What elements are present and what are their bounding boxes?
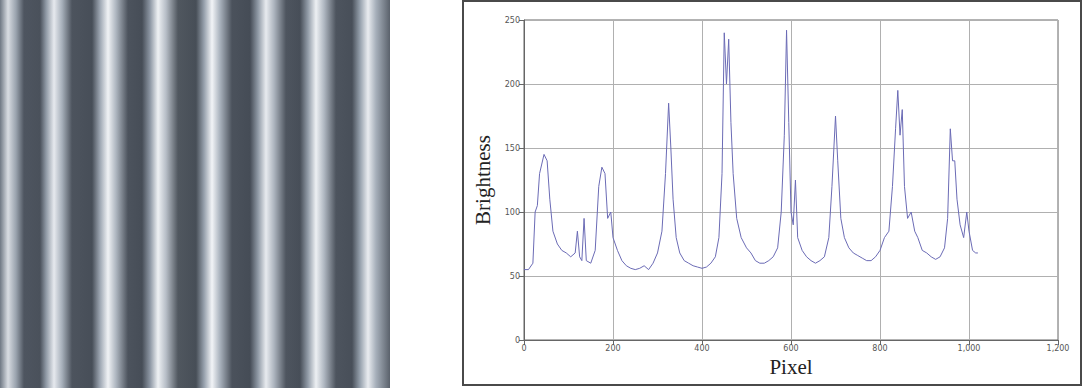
svg-text:600: 600 bbox=[783, 344, 798, 353]
svg-text:0: 0 bbox=[521, 344, 526, 353]
svg-text:50: 50 bbox=[510, 272, 520, 281]
svg-text:Pixel: Pixel bbox=[769, 355, 812, 379]
svg-text:1,000: 1,000 bbox=[958, 344, 981, 353]
svg-text:1,200: 1,200 bbox=[1047, 344, 1070, 353]
svg-text:150: 150 bbox=[505, 144, 520, 153]
svg-text:250: 250 bbox=[505, 16, 520, 25]
svg-text:200: 200 bbox=[505, 80, 520, 89]
svg-text:Brightness: Brightness bbox=[471, 135, 495, 225]
svg-text:100: 100 bbox=[505, 208, 520, 217]
svg-text:200: 200 bbox=[605, 344, 620, 353]
svg-text:800: 800 bbox=[872, 344, 887, 353]
svg-text:400: 400 bbox=[694, 344, 709, 353]
svg-text:0: 0 bbox=[515, 336, 520, 345]
